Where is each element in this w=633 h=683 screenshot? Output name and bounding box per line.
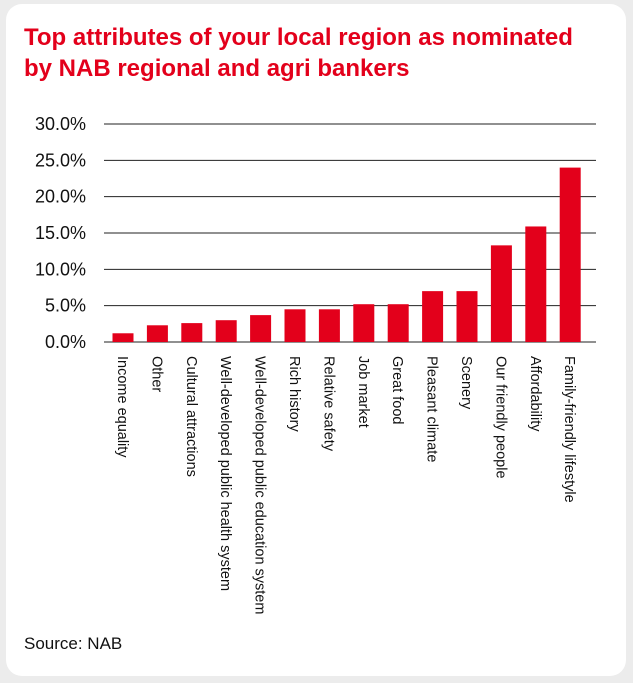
chart-card: [6, 4, 626, 676]
bar: [456, 291, 478, 342]
bar: [112, 333, 134, 342]
x-tick-label: Affordability: [527, 356, 543, 432]
x-axis-labels: Income equality Other Cultural attractions…: [114, 356, 577, 614]
y-tick-label: 25.0%: [35, 150, 86, 170]
bar: [387, 304, 409, 342]
bars: [112, 167, 581, 342]
x-tick-label: Scenery: [458, 356, 474, 410]
bar: [490, 245, 512, 342]
bar: [284, 309, 306, 342]
chart-title: Top attributes of your local region as n…: [24, 24, 573, 82]
x-tick-label: Cultural attractions: [183, 356, 199, 477]
x-tick-label: Job market: [355, 356, 371, 428]
bar: [559, 167, 581, 342]
bar: [146, 325, 168, 342]
x-tick-label: Great food: [389, 356, 405, 425]
x-tick-label: Well-developed public health system: [217, 356, 233, 591]
bar: [525, 226, 547, 342]
y-tick-label: 15.0%: [35, 223, 86, 243]
y-tick-label: 5.0%: [45, 296, 86, 316]
x-tick-label: Family-friendly lifestyle: [561, 356, 577, 503]
gridlines: [104, 123, 596, 343]
y-tick-label: 30.0%: [35, 114, 86, 134]
y-axis-ticks: 0.0% 5.0% 10.0% 15.0% 20.0% 25.0% 30.0%: [35, 114, 86, 352]
y-tick-label: 0.0%: [45, 332, 86, 352]
y-tick-label: 10.0%: [35, 259, 86, 279]
y-tick-label: 20.0%: [35, 187, 86, 207]
x-tick-label: Rich history: [286, 356, 302, 432]
x-tick-label: Well-developed public education system: [252, 356, 268, 614]
bar: [353, 304, 375, 342]
x-tick-label: Other: [148, 356, 164, 392]
x-tick-label: Our friendly people: [492, 356, 508, 479]
source-note: Source: NAB: [24, 634, 123, 653]
bar: [422, 291, 444, 342]
x-tick-label: Pleasant climate: [424, 356, 440, 462]
x-tick-label: Income equality: [114, 356, 130, 458]
x-tick-label: Relative safety: [320, 356, 336, 452]
bar: [318, 309, 340, 342]
bar: [181, 323, 203, 342]
bar: [250, 315, 272, 342]
bar: [215, 320, 237, 342]
